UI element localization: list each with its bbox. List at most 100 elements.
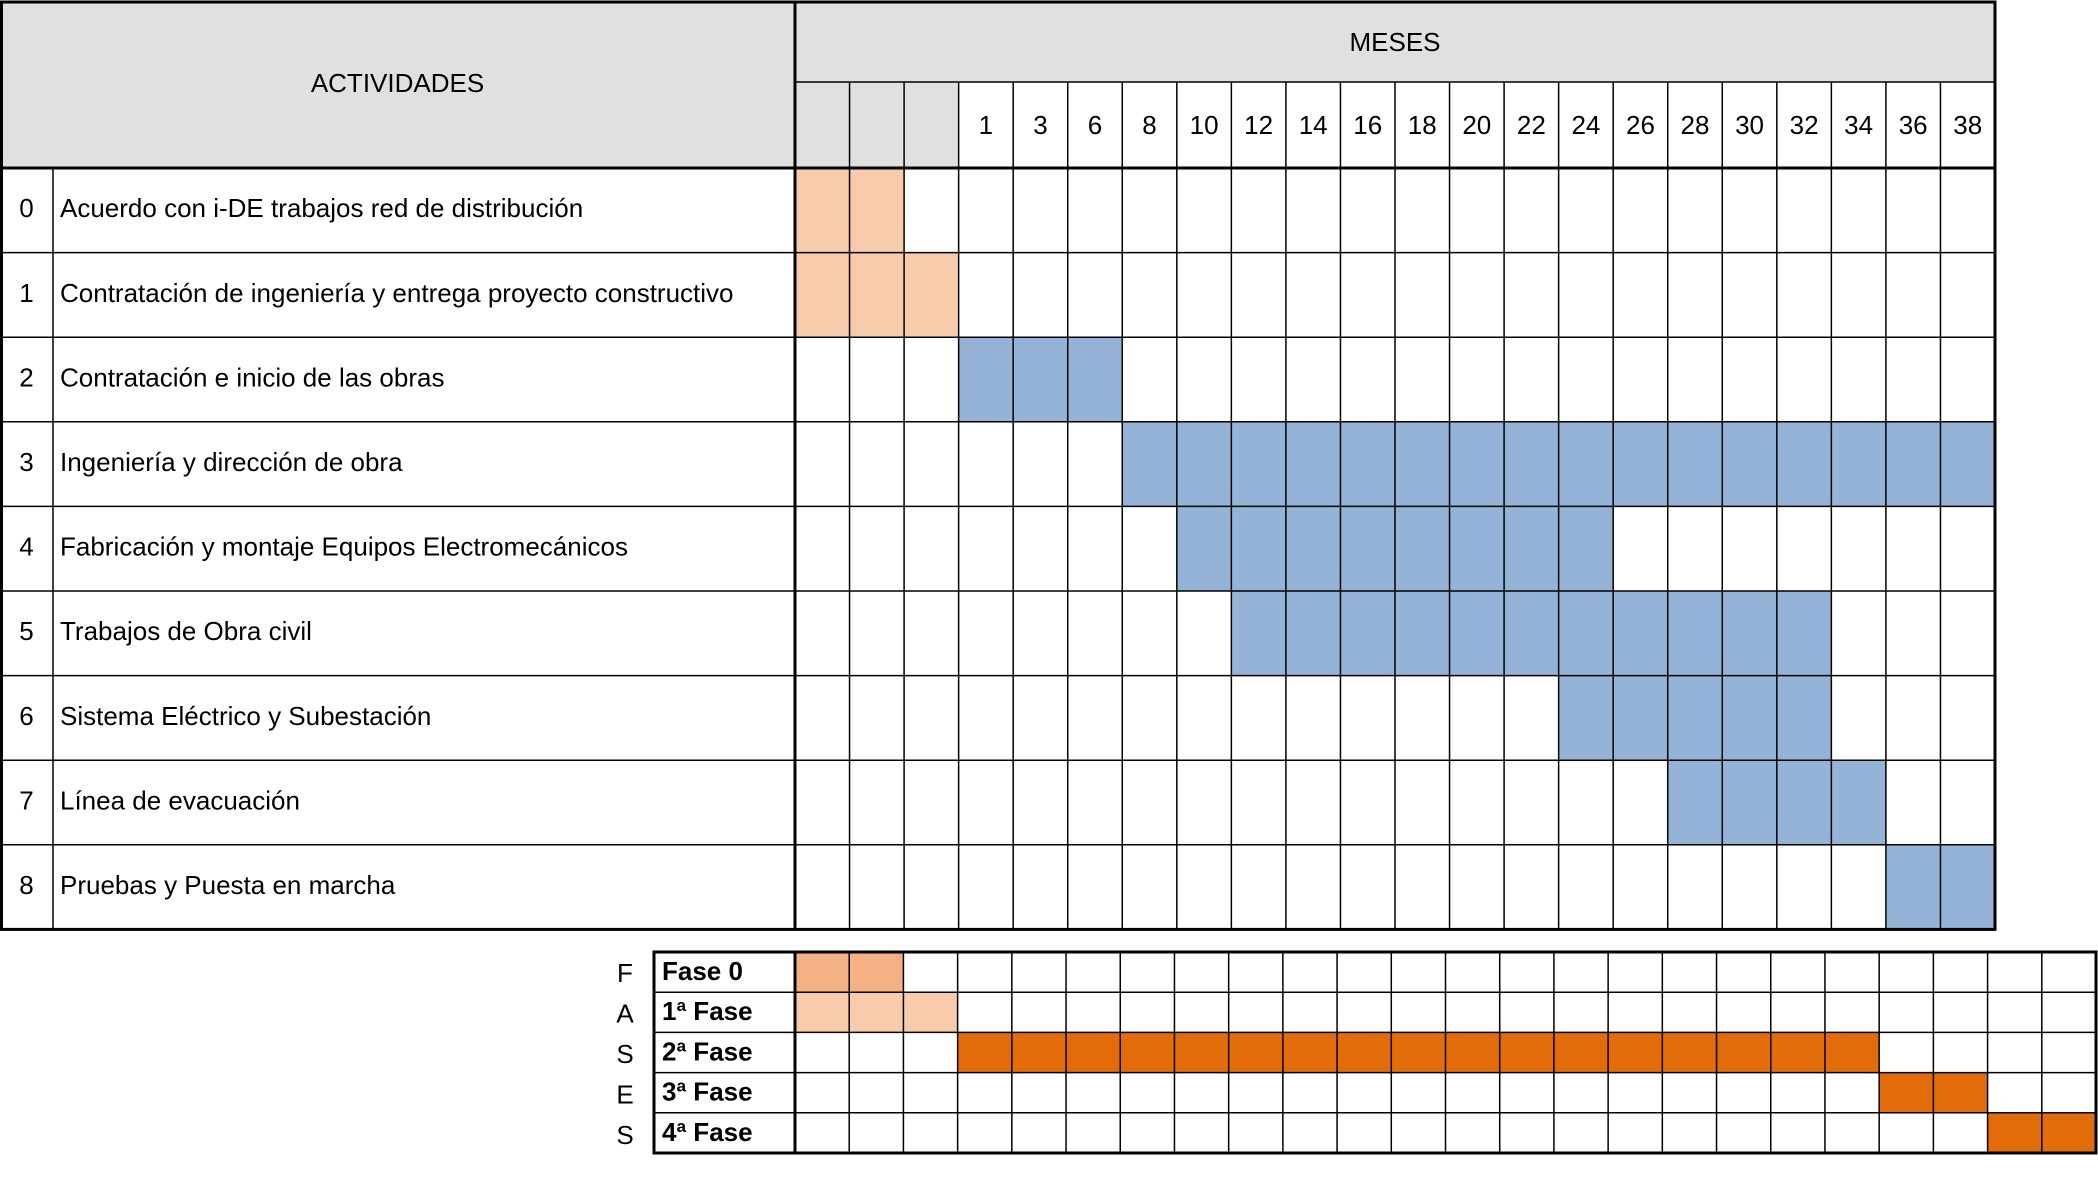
gantt-cell (1231, 252, 1286, 338)
gantt-cell (1340, 760, 1395, 845)
gantt-cell (1395, 337, 1450, 422)
phase-cell (1499, 1072, 1554, 1113)
months-header: MESES (1349, 27, 1440, 57)
phase-cell (1987, 1072, 2042, 1113)
phase-cell (795, 992, 850, 1033)
gantt-cell (1504, 421, 1559, 507)
gantt-cell (1558, 844, 1614, 930)
month-label: 30 (1735, 110, 1764, 140)
phase-cell (1011, 1032, 1067, 1073)
activity-label: Ingeniería y dirección de obra (60, 447, 403, 477)
phase-cell (1282, 1032, 1338, 1073)
activities-header-cell (0, 2, 795, 168)
phase-cell (1824, 952, 1880, 993)
gantt-cell (1831, 421, 1886, 507)
gantt-cell (1940, 844, 1995, 930)
gantt-cell (795, 421, 850, 507)
gantt-cell (958, 506, 1014, 591)
gantt-cell (1176, 506, 1232, 591)
gantt-cell (1449, 337, 1505, 422)
gantt-cell (1613, 675, 1668, 761)
gantt-cell (1122, 421, 1177, 507)
gantt-cell (849, 337, 905, 422)
gantt-cell (1176, 421, 1232, 507)
gantt-cell (795, 506, 850, 591)
activity-number: 1 (19, 278, 33, 308)
gantt-cell (1231, 168, 1286, 253)
gantt-cell (1340, 844, 1395, 930)
phase-label: 1ª Fase (662, 996, 753, 1026)
gantt-cell (1067, 168, 1123, 253)
phase-cell (1987, 992, 2042, 1033)
gantt-cell (904, 760, 959, 845)
phase-cell (1282, 952, 1338, 993)
phase-cell (1445, 952, 1500, 993)
phase-cell (1391, 952, 1446, 993)
month-label: 36 (1899, 110, 1928, 140)
month-label: 6 (1088, 110, 1102, 140)
phase-cell (1499, 992, 1554, 1033)
gantt-cell (1340, 252, 1395, 338)
gantt-cell (1667, 168, 1723, 253)
gantt-cell (1776, 844, 1832, 930)
phase-cell (1120, 1072, 1175, 1113)
gantt-cell (1013, 844, 1068, 930)
phase-cell (1662, 952, 1717, 993)
month-label: 24 (1571, 110, 1600, 140)
gantt-cell (1831, 506, 1886, 591)
gantt-cell (1504, 337, 1559, 422)
gantt-cell (1831, 844, 1886, 930)
phase-cell (1120, 1112, 1175, 1153)
gantt-cell (1667, 844, 1723, 930)
gantt-cell (1722, 760, 1777, 845)
phases-side-letter: E (616, 1079, 633, 1109)
phase-cell (1120, 992, 1175, 1033)
gantt-cell (1776, 421, 1832, 507)
phase-cell (1879, 1072, 1934, 1113)
phase-cell (1066, 1032, 1121, 1073)
gantt-cell (1231, 675, 1286, 761)
gantt-cell (958, 421, 1014, 507)
pre-month-header-cell (849, 82, 905, 168)
phase-label: 2ª Fase (662, 1036, 753, 1066)
gantt-cell (1395, 252, 1450, 338)
gantt-cell (1831, 675, 1886, 761)
gantt-cell (1285, 760, 1341, 845)
gantt-cell (958, 844, 1014, 930)
gantt-cell (958, 168, 1014, 253)
phase-cell (1011, 1112, 1067, 1153)
phase-cell (1608, 1112, 1663, 1153)
phase-cell (795, 1112, 850, 1153)
gantt-cell (1395, 421, 1450, 507)
gantt-cell (1776, 168, 1832, 253)
gantt-cell (1667, 591, 1723, 676)
gantt-cell (1013, 337, 1068, 422)
phase-cell (795, 1032, 850, 1073)
activity-label: Trabajos de Obra civil (60, 616, 312, 646)
gantt-cell (1613, 506, 1668, 591)
phase-cell (1824, 992, 1880, 1033)
activities-header: ACTIVIDADES (311, 68, 484, 98)
gantt-cell (1504, 760, 1559, 845)
phases-side-letter: A (616, 998, 634, 1028)
gantt-cell (1558, 760, 1614, 845)
phases-side-letter: F (617, 958, 633, 988)
gantt-cell (1340, 591, 1395, 676)
months-header-cell (795, 2, 1995, 82)
phase-cell (1987, 1112, 2042, 1153)
gantt-cell (1776, 337, 1832, 422)
gantt-cell (1285, 675, 1341, 761)
gantt-cell (1722, 421, 1777, 507)
phase-cell (1933, 992, 1988, 1033)
phase-cell (1987, 952, 2042, 993)
gantt-cell (1940, 591, 1995, 676)
gantt-cell (1613, 252, 1668, 338)
phases-side-letter: S (616, 1120, 633, 1150)
gantt-cell (1176, 337, 1232, 422)
phase-cell (1228, 992, 1283, 1033)
gantt-cell (1613, 760, 1668, 845)
phase-cell (1608, 1072, 1663, 1113)
gantt-cell (1122, 506, 1177, 591)
gantt-cell (1231, 844, 1286, 930)
phase-cell (1608, 952, 1663, 993)
